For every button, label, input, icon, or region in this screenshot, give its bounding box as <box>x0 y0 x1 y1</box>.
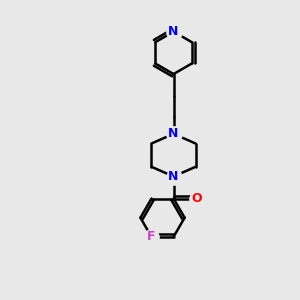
Text: N: N <box>168 25 179 38</box>
Text: N: N <box>168 170 179 183</box>
Text: N: N <box>168 127 179 140</box>
Text: O: O <box>192 192 203 205</box>
Text: F: F <box>147 230 156 243</box>
